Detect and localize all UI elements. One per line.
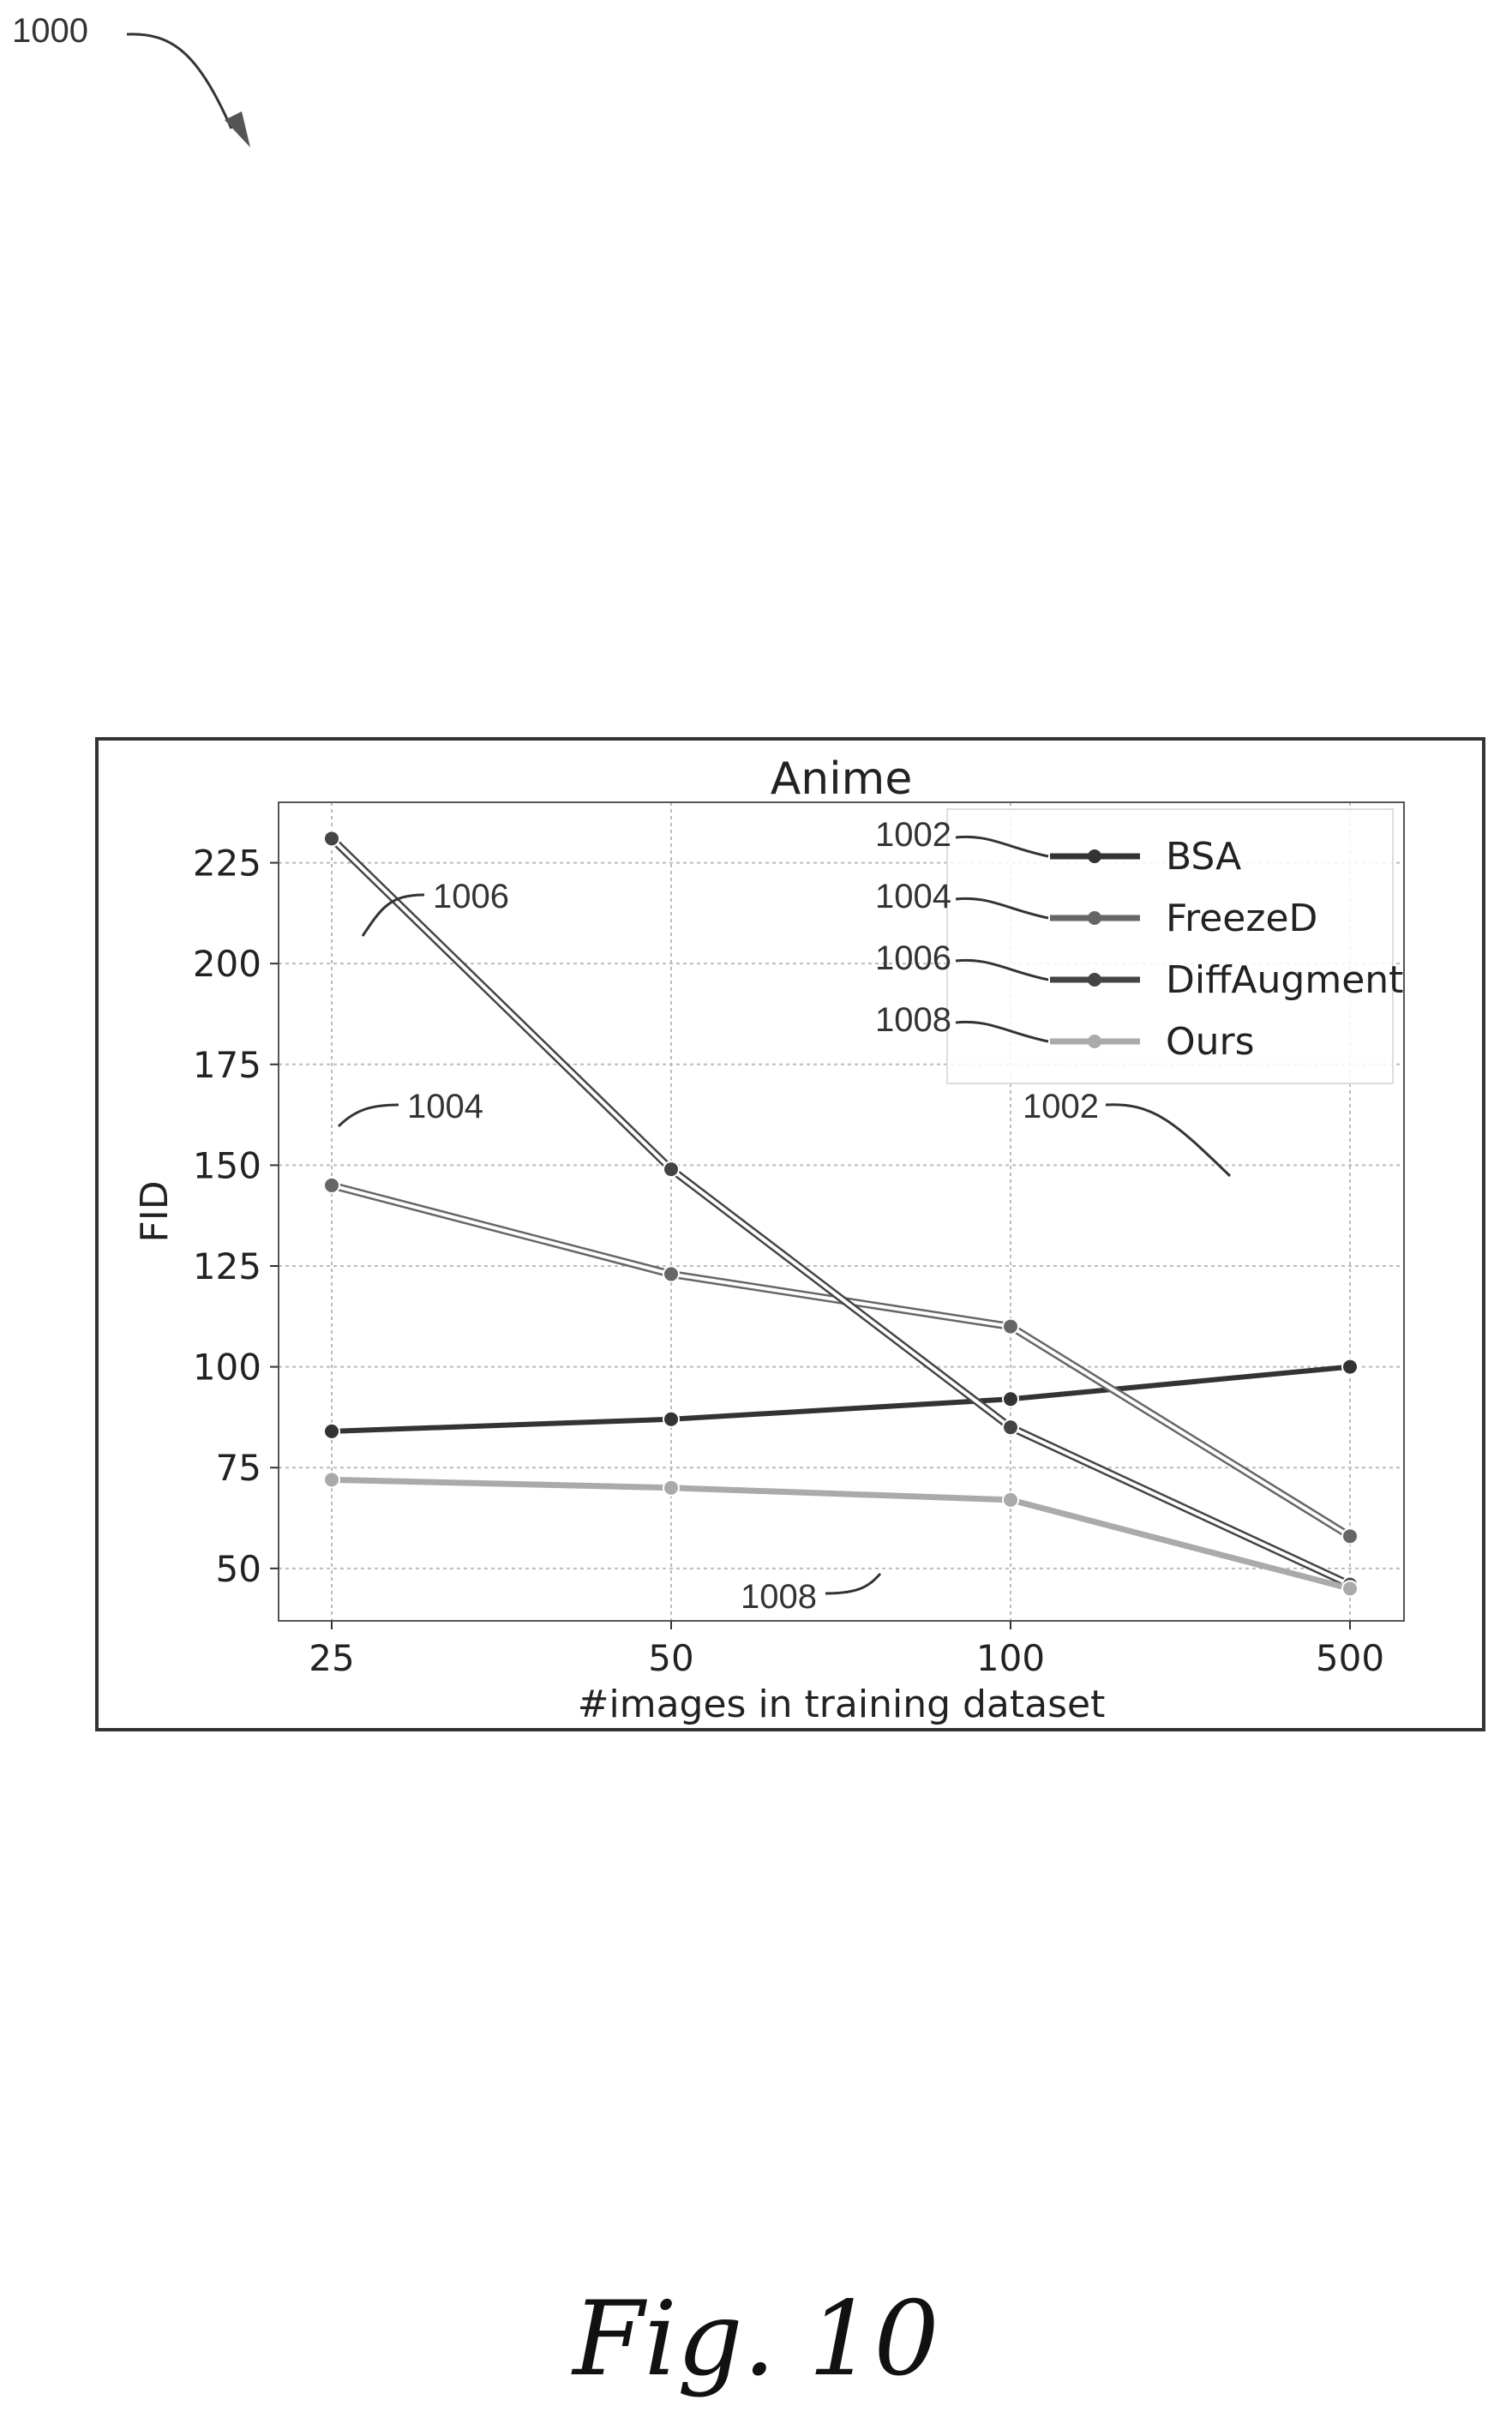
legend-box <box>946 808 1394 1084</box>
legend-marker <box>1088 911 1101 925</box>
x-tick-label: 50 <box>648 1637 693 1679</box>
legend-label: BSA <box>1166 835 1241 879</box>
fid-line-chart: 50 75 100 125 150 175 200 225 25 50 100 500 Anime #… <box>133 753 1405 1726</box>
series-line <box>331 1476 1351 1592</box>
data-point <box>323 1471 340 1489</box>
data-point <box>1002 1317 1019 1335</box>
series-line-inner <box>330 837 1351 1587</box>
data-point <box>323 1422 340 1440</box>
plot-area <box>278 801 1405 1622</box>
y-tick-label: 75 <box>216 1447 261 1489</box>
series-layer <box>323 830 1359 1598</box>
data-point <box>1341 1358 1359 1376</box>
legend-ref-label: 1004 <box>875 878 951 915</box>
y-tick-label: 50 <box>216 1548 261 1590</box>
legend: BSA 1002 FreezeD 1004 DiffAugment 1006 Ours 100… <box>875 808 1403 1084</box>
legend-item-bsa: BSA 1002 <box>875 816 1241 879</box>
annotation-1004: 1004 <box>337 1088 483 1128</box>
y-tick-label: 175 <box>193 1044 261 1086</box>
legend-item-diffaugment: DiffAugment 1006 <box>875 939 1403 1002</box>
y-axis-title: FID <box>133 1180 177 1242</box>
legend-leader <box>955 1020 1049 1043</box>
annotation-leader <box>337 1103 399 1128</box>
annotation-leader <box>1105 1103 1232 1178</box>
x-tick-label: 100 <box>976 1637 1045 1679</box>
y-tick-label: 225 <box>193 843 261 885</box>
y-tick-label: 200 <box>193 943 261 985</box>
legend-item-ours: Ours 1008 <box>875 1001 1255 1064</box>
data-point <box>323 1176 340 1194</box>
chart-title: Anime <box>771 753 913 805</box>
legend-label: Ours <box>1166 1020 1255 1064</box>
series-bsa <box>323 1358 1359 1440</box>
legend-label: DiffAugment <box>1166 958 1403 1002</box>
annotation-label: 1002 <box>1023 1088 1099 1125</box>
figure-caption: Fig. 10 <box>573 2280 939 2399</box>
annotation-label: 1006 <box>433 878 509 915</box>
axis-ticks: 50 75 100 125 150 175 200 225 25 50 100 500 <box>193 843 1384 1679</box>
x-tick-label: 25 <box>309 1637 354 1679</box>
annotation-label: 1004 <box>407 1088 483 1125</box>
annotation-leader <box>825 1572 882 1595</box>
annotation-1006: 1006 <box>361 878 509 937</box>
reference-annotations: 1006 1004 1002 1008 <box>337 878 1232 1616</box>
y-tick-label: 100 <box>193 1347 261 1389</box>
data-point <box>1002 1419 1019 1437</box>
y-tick-label: 150 <box>193 1144 261 1186</box>
annotation-label: 1008 <box>741 1578 817 1616</box>
legend-item-freezed: FreezeD 1004 <box>875 878 1317 940</box>
chart-frame: 50 75 100 125 150 175 200 225 25 50 100 500 Anime #… <box>95 737 1485 1731</box>
legend-label: FreezeD <box>1166 897 1317 940</box>
annotation-1002: 1002 <box>1023 1088 1232 1178</box>
legend-ref-label: 1002 <box>875 816 951 854</box>
legend-marker <box>1088 849 1101 863</box>
series-line <box>331 1364 1351 1434</box>
legend-ref-label: 1008 <box>875 1001 951 1039</box>
data-point <box>663 1479 680 1497</box>
data-point <box>663 1161 680 1179</box>
data-point <box>1341 1580 1359 1598</box>
series-ours <box>323 1471 1359 1598</box>
legend-marker <box>1088 973 1101 987</box>
annotation-leader <box>361 893 425 937</box>
reference-arrow-icon <box>126 33 250 147</box>
data-point <box>1002 1491 1019 1509</box>
x-axis-title: #images in training dataset <box>578 1683 1106 1726</box>
data-point <box>1341 1527 1359 1545</box>
x-tick-label: 500 <box>1316 1637 1384 1679</box>
figure-reference-number: 1000 <box>12 12 88 50</box>
data-point <box>323 830 340 848</box>
series-freezed <box>323 1176 1359 1545</box>
legend-leader <box>955 897 1049 920</box>
data-point <box>663 1410 680 1428</box>
data-point <box>1002 1390 1019 1408</box>
legend-leader <box>955 958 1049 981</box>
legend-marker <box>1088 1035 1101 1048</box>
legend-leader <box>955 835 1049 858</box>
legend-ref-label: 1006 <box>875 939 951 977</box>
annotation-1008: 1008 <box>741 1572 882 1616</box>
y-tick-label: 125 <box>193 1245 261 1287</box>
data-point <box>663 1265 680 1283</box>
